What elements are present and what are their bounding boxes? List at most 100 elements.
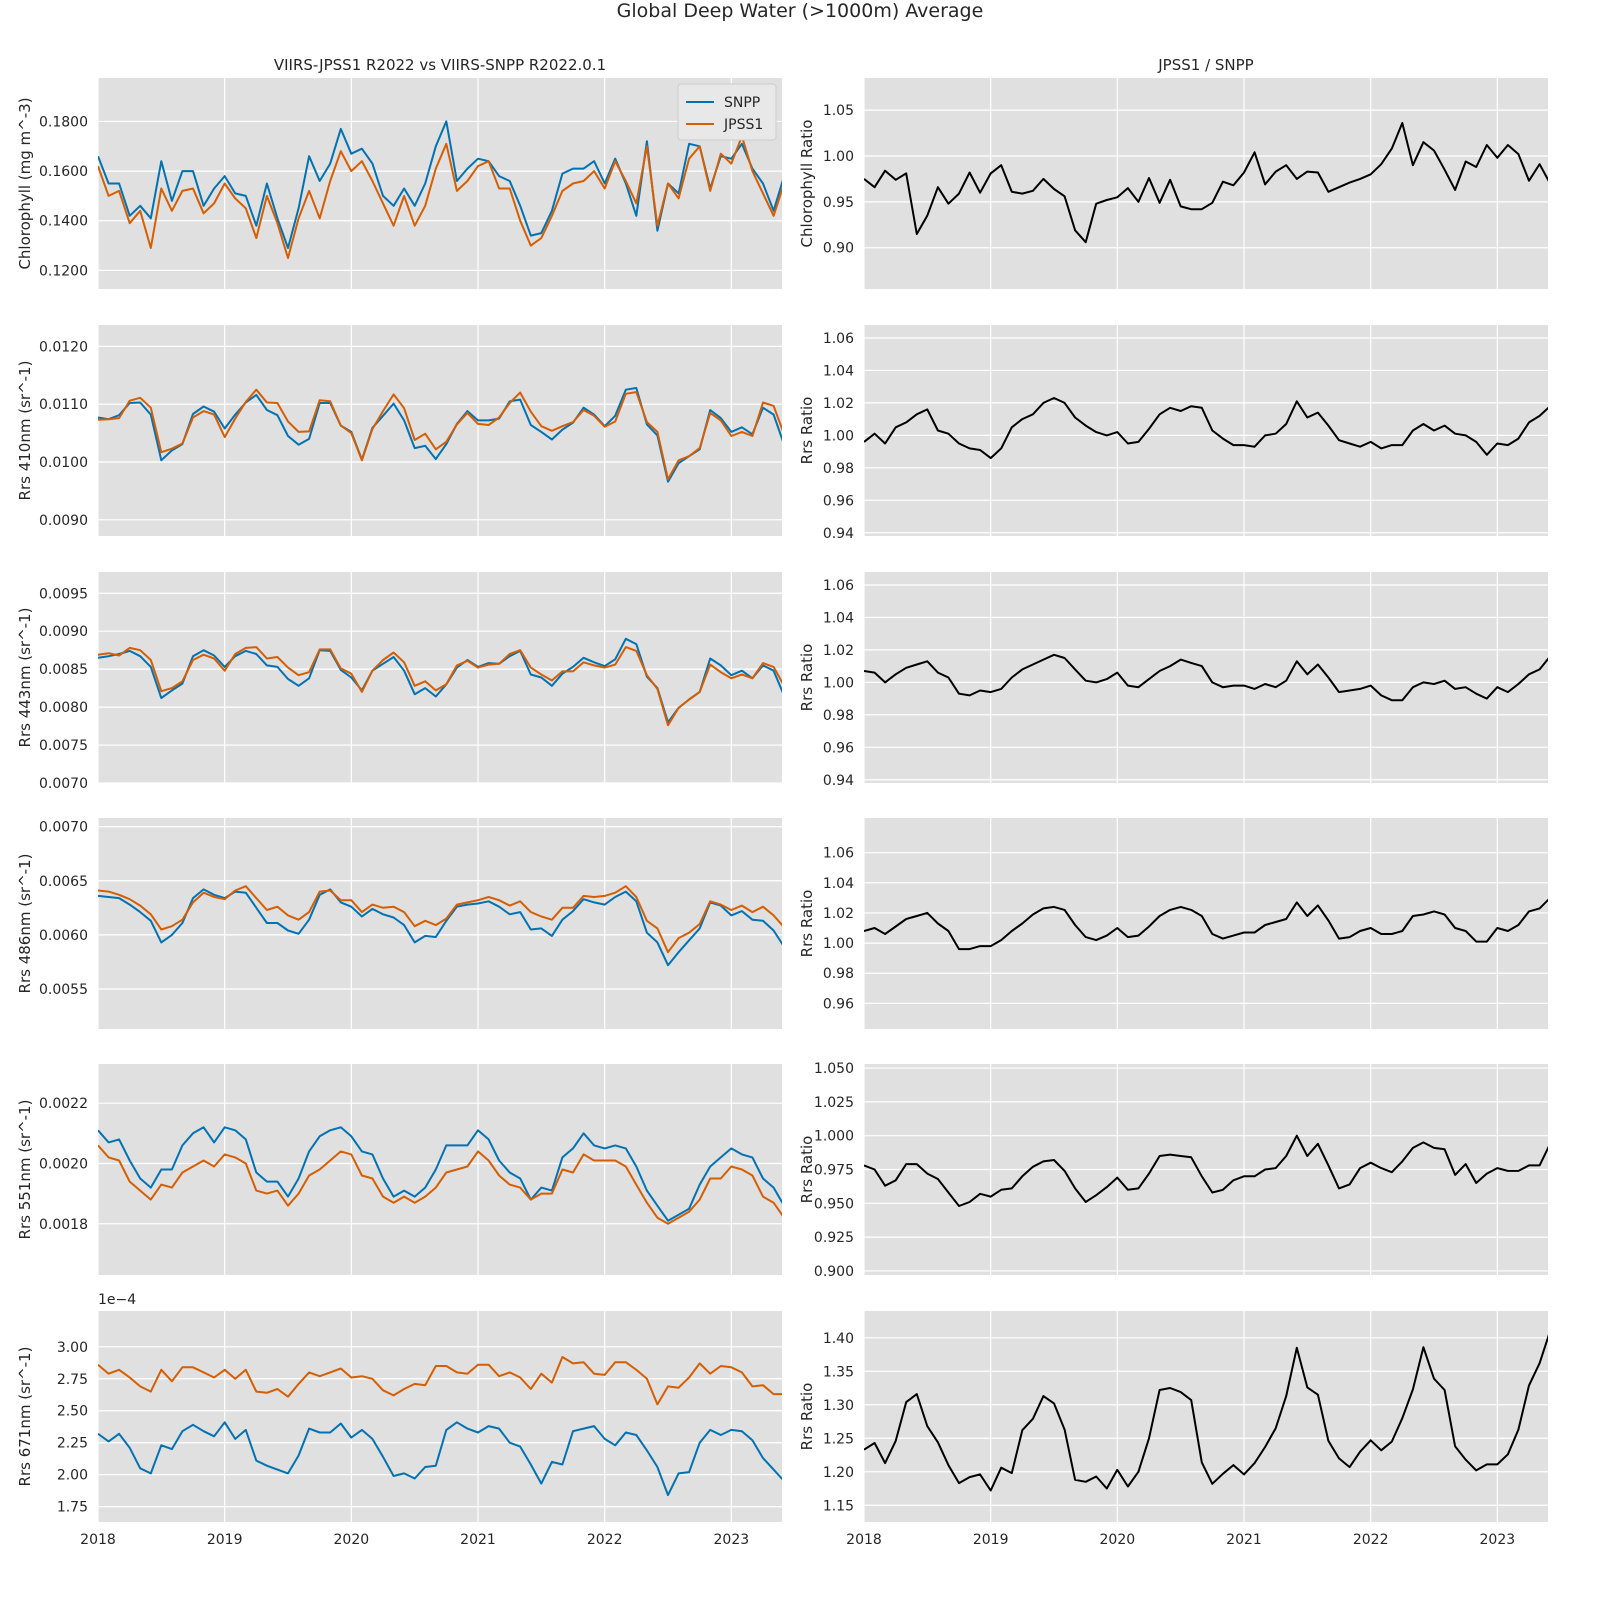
subplot-9: 0.0018 0.0020 0.0022 Rrs 551nm (sr^-1) [16, 1064, 782, 1275]
y-axis-label: Rrs Ratio [798, 1383, 816, 1451]
x-tick-label: 2023 [1480, 1532, 1516, 1548]
series-line-jpss1 [98, 1144, 782, 1225]
y-axis-label: Rrs Ratio [798, 1136, 816, 1204]
y-tick-label: 0.90 [823, 241, 854, 257]
y-tick-label: 1.20 [823, 1465, 854, 1481]
y-tick-label: 1.02 [823, 643, 854, 659]
plot-background [98, 572, 782, 783]
right-column-title: JPSS1 / SNPP [1158, 56, 1254, 74]
subplot-1: 0.1200 0.1400 0.1600 0.1800 Chlorophyll (mg … [16, 78, 782, 289]
y-tick-label: 1.00 [823, 428, 854, 444]
series-line-snpp [98, 888, 782, 967]
y-tick-label: 0.96 [823, 996, 854, 1012]
series-line-jpss1 [98, 885, 782, 954]
y-tick-label: 2.00 [57, 1468, 88, 1484]
subplot-10: 0.900 0.925 0.950 0.975 1.000 1.025 1.050 Rrs R… [798, 1061, 1548, 1280]
y-tick-label: 0.0075 [39, 738, 88, 754]
y-tick-label: 1.00 [823, 936, 854, 952]
y-tick-label: 0.0090 [39, 513, 88, 529]
y-tick-label: 2.75 [57, 1372, 88, 1388]
x-tick-label: 2018 [80, 1532, 116, 1548]
y-tick-label: 0.1800 [39, 114, 88, 130]
subplot-7: 0.0055 0.0060 0.0065 0.0070 Rrs 486nm (sr^-1… [16, 818, 782, 1029]
y-tick-label: 0.96 [823, 740, 854, 756]
legend: SNPP JPSS1 [677, 83, 777, 141]
plot-background [864, 1311, 1548, 1522]
y-axis-label: Chlorophyll Ratio [798, 120, 816, 248]
series-line-ratio [864, 653, 1548, 702]
y-tick-label: 0.0060 [39, 928, 88, 944]
series-line-ratio [864, 1134, 1548, 1207]
y-tick-label: 0.98 [823, 708, 854, 724]
y-tick-label: 0.1400 [39, 214, 88, 230]
y-tick-label: 0.950 [814, 1196, 854, 1212]
figure-title: Global Deep Water (>1000m) Average [616, 0, 984, 22]
subplot-5: 0.0070 0.0075 0.0080 0.0085 0.0090 0.0095 Rrs … [16, 572, 782, 792]
x-tick-label: 2023 [714, 1532, 750, 1548]
y-tick-label: 1.35 [823, 1364, 854, 1380]
y-tick-label: 1.40 [823, 1331, 854, 1347]
subplot-11: 1.75 2.00 2.25 2.50 2.75 3.00 2018 2019 2020 2021… [16, 1292, 782, 1548]
y-tick-label: 1.02 [823, 906, 854, 922]
y-tick-label: 0.0095 [39, 586, 88, 602]
y-tick-label: 1.050 [814, 1061, 854, 1077]
y-tick-label: 1.75 [57, 1500, 88, 1516]
y-tick-label: 1.25 [823, 1431, 854, 1447]
y-tick-label: 1.05 [823, 103, 854, 119]
y-tick-label: 0.96 [823, 493, 854, 509]
y-tick-label: 0.94 [823, 526, 854, 542]
series-line-snpp [98, 1126, 782, 1222]
y-axis-label: Rrs 443nm (sr^-1) [16, 608, 34, 748]
y-tick-label: 0.0070 [39, 820, 88, 836]
plot-background [98, 1311, 782, 1522]
series-line-snpp [98, 1421, 782, 1497]
x-tick-label: 2018 [846, 1532, 882, 1548]
x-tick-label: 2021 [460, 1532, 496, 1548]
series-line-ratio [864, 122, 1548, 244]
y-tick-label: 1.025 [814, 1095, 854, 1111]
y-tick-label: 1.00 [823, 675, 854, 691]
subplot-8: 0.96 0.98 1.00 1.02 1.04 1.06 Rrs Ratio [798, 818, 1548, 1029]
y-tick-label: 1.15 [823, 1498, 854, 1514]
y-tick-label: 0.0080 [39, 700, 88, 716]
y-axis-label: Chlorophyll (mg m^-3) [16, 97, 34, 269]
y-tick-label: 0.925 [814, 1230, 854, 1246]
plot-background [98, 325, 782, 536]
plot-background [864, 572, 1548, 783]
subplot-4: 0.94 0.96 0.98 1.00 1.02 1.04 1.06 Rrs Ratio [798, 325, 1548, 542]
y-tick-label: 0.1600 [39, 164, 88, 180]
series-line-ratio [864, 898, 1548, 951]
y-tick-label: 0.0055 [39, 982, 88, 998]
subplot-6: 0.94 0.96 0.98 1.00 1.02 1.04 1.06 Rrs Ratio [798, 572, 1548, 789]
series-line-snpp [98, 637, 782, 724]
series-line-snpp [98, 387, 782, 483]
y-axis-label: Rrs Ratio [798, 890, 816, 958]
y-tick-label: 0.0110 [39, 397, 88, 413]
y-tick-label: 0.98 [823, 966, 854, 982]
left-column-title: VIIRS-JPSS1 R2022 vs VIIRS-SNPP R2022.0.… [273, 56, 607, 74]
y-tick-label: 0.98 [823, 461, 854, 477]
subplot-3: 0.0090 0.0100 0.0110 0.0120 Rrs 410nm (sr^-1… [16, 325, 782, 536]
y-tick-label: 0.95 [823, 195, 854, 211]
y-axis-label: Rrs 486nm (sr^-1) [16, 854, 34, 994]
series-line-ratio [864, 1334, 1548, 1492]
x-tick-label: 2020 [334, 1532, 370, 1548]
y-tick-label: 0.0018 [39, 1217, 88, 1233]
y-axis-label: Rrs Ratio [798, 397, 816, 465]
y-tick-label: 2.50 [57, 1404, 88, 1420]
legend-box [677, 83, 777, 141]
plot-background [864, 325, 1548, 536]
y-tick-label: 1.04 [823, 363, 854, 379]
x-tick-label: 2020 [1100, 1532, 1136, 1548]
legend-label: JPSS1 [723, 117, 763, 133]
series-line-jpss1 [98, 388, 782, 481]
y-tick-label: 0.0070 [39, 776, 88, 792]
y-tick-label: 0.0120 [39, 339, 88, 355]
plot-background [864, 78, 1548, 289]
y-tick-label: 1.02 [823, 396, 854, 412]
y-tick-label: 0.900 [814, 1264, 854, 1280]
y-axis-label: Rrs 671nm (sr^-1) [16, 1347, 34, 1487]
series-line-jpss1 [98, 135, 782, 259]
